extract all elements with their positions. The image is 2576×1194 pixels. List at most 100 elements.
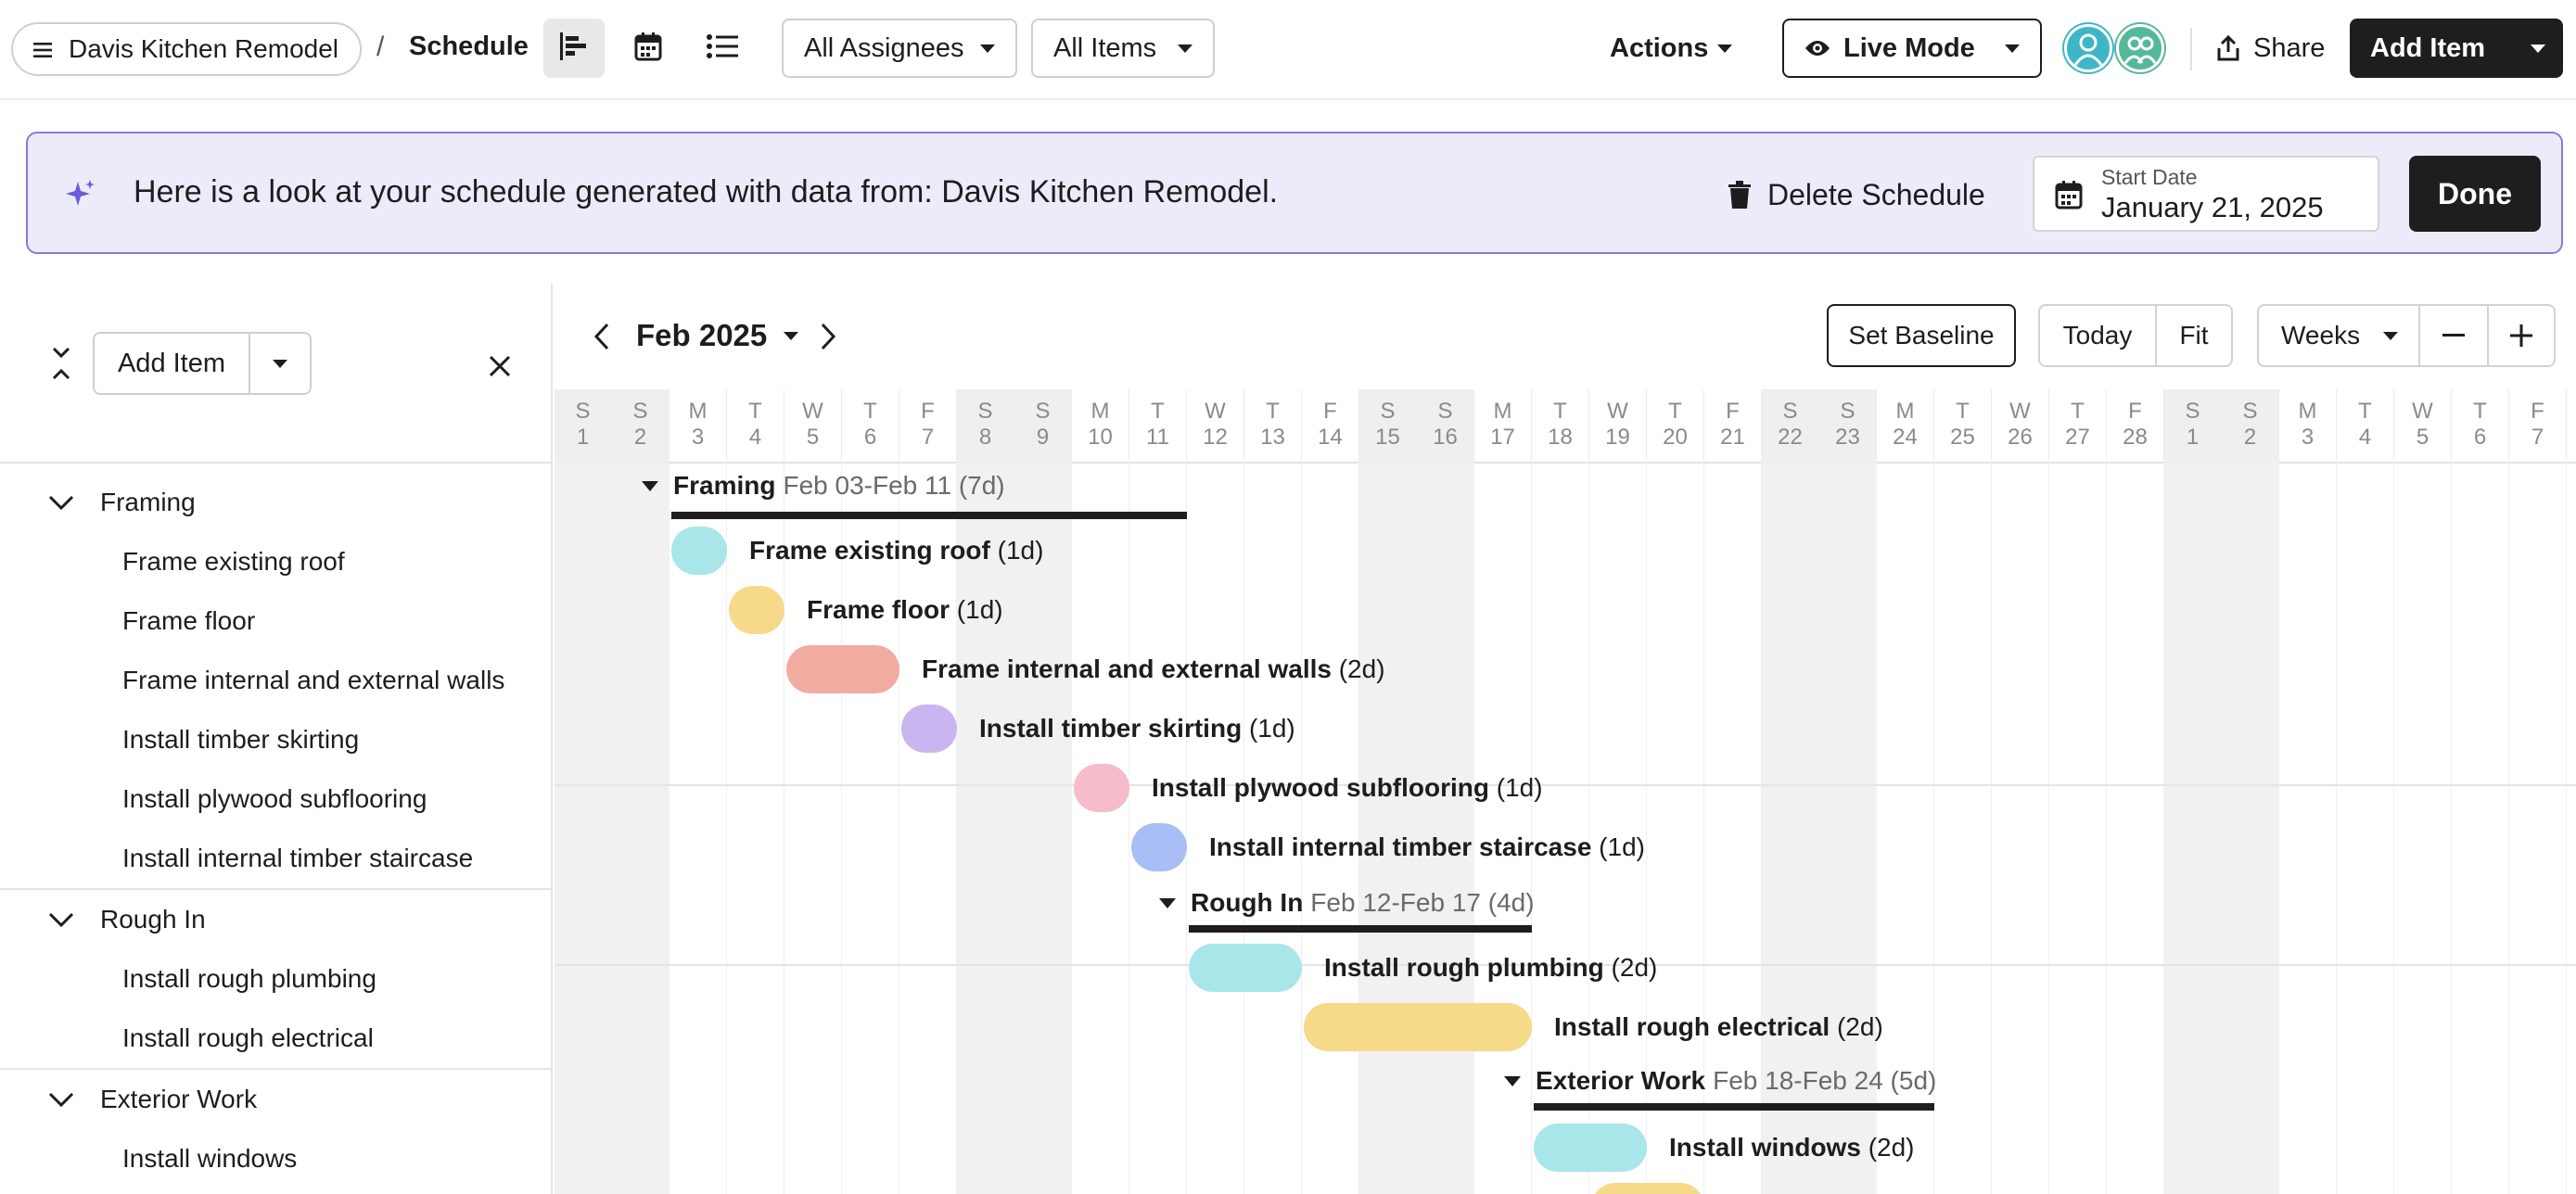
chevron-down-icon[interactable] bbox=[48, 494, 74, 511]
collapse-triangle-icon[interactable] bbox=[1159, 897, 1176, 908]
gantt-group-label[interactable]: Rough In Feb 12-Feb 17 (4d) bbox=[1159, 884, 1535, 921]
today-button[interactable]: Today bbox=[2040, 306, 2157, 365]
list-item[interactable]: Install windows bbox=[122, 1144, 298, 1173]
gantt-group-bar[interactable] bbox=[1534, 1103, 1934, 1111]
list-item[interactable]: Frame internal and external walls bbox=[122, 666, 505, 694]
group-row-exterior-work[interactable]: Exterior Work bbox=[0, 1070, 553, 1129]
gantt-group-bar[interactable] bbox=[1189, 925, 1532, 933]
gantt-task-bar[interactable] bbox=[1591, 1183, 1704, 1194]
project-menu-button[interactable]: Davis Kitchen Remodel bbox=[11, 22, 362, 76]
gantt-task-label[interactable]: Install plywood subflooring (1d) bbox=[1152, 764, 1543, 812]
day-number: 1 bbox=[576, 425, 590, 450]
chevron-left-icon[interactable] bbox=[593, 323, 610, 355]
task-list-toolbar: Add Item bbox=[0, 284, 553, 464]
list-item[interactable]: Install timber skirting bbox=[122, 725, 360, 754]
day-number: 1 bbox=[2186, 425, 2200, 450]
zoom-out-button[interactable] bbox=[2420, 306, 2489, 365]
gantt-task-label[interactable]: Install internal timber staircase (1d) bbox=[1209, 823, 1645, 871]
gantt-group-label[interactable]: Framing Feb 03-Feb 11 (7d) bbox=[642, 467, 1005, 504]
group-row-rough-in[interactable]: Rough In bbox=[0, 890, 553, 949]
gantt-task-bar[interactable] bbox=[729, 586, 784, 634]
collapse-triangle-icon[interactable] bbox=[1504, 1075, 1521, 1086]
user-icon bbox=[2073, 33, 2103, 66]
gantt-group-bar[interactable] bbox=[671, 512, 1187, 519]
weekday-letter: S bbox=[1437, 399, 1453, 424]
add-item-menu-button[interactable] bbox=[2513, 19, 2563, 78]
gantt-task-bar[interactable] bbox=[1304, 1003, 1532, 1051]
day-number: 3 bbox=[691, 425, 705, 450]
chevron-down-icon bbox=[980, 44, 995, 53]
avatar-group[interactable] bbox=[2116, 24, 2164, 72]
set-baseline-button[interactable]: Set Baseline bbox=[1827, 304, 2016, 367]
day-column-header: W 12 bbox=[1187, 389, 1244, 464]
list-item[interactable]: Install rough electrical bbox=[122, 1023, 374, 1052]
gantt-task-duration: (1d) bbox=[989, 536, 1044, 565]
day-column-header: W 26 bbox=[1992, 389, 2049, 464]
month-picker[interactable]: Feb 2025 bbox=[636, 315, 799, 356]
chevron-down-icon bbox=[784, 331, 799, 340]
collapse-triangle-icon[interactable] bbox=[642, 480, 658, 491]
list-item[interactable]: Frame existing roof bbox=[122, 547, 345, 576]
gantt-group-label[interactable]: Exterior Work Feb 18-Feb 24 (5d) bbox=[1504, 1062, 1936, 1099]
gantt-task-label[interactable]: Install rough plumbing (2d) bbox=[1324, 944, 1657, 992]
avatar[interactable] bbox=[2064, 24, 2112, 72]
group-row-framing[interactable]: Framing bbox=[0, 473, 553, 532]
gantt-task-bar[interactable] bbox=[671, 527, 727, 575]
list-item[interactable]: Install internal timber staircase bbox=[122, 844, 474, 872]
zoom-in-button[interactable] bbox=[2489, 306, 2554, 365]
day-number: 3 bbox=[2301, 425, 2315, 450]
gantt-task-bar[interactable] bbox=[1074, 764, 1129, 812]
gantt-task-bar[interactable] bbox=[1131, 823, 1187, 871]
chevron-down-icon[interactable] bbox=[48, 1091, 74, 1108]
actions-dropdown[interactable]: Actions bbox=[1597, 19, 1745, 78]
gantt-task-label[interactable]: Frame existing roof (1d) bbox=[749, 527, 1043, 575]
day-number: 2 bbox=[2243, 425, 2257, 450]
group-separator bbox=[555, 964, 2576, 966]
today-fit-group: Today Fit bbox=[2038, 304, 2233, 367]
calendar-view-button[interactable] bbox=[618, 19, 679, 78]
gantt-task-bar[interactable] bbox=[1534, 1124, 1647, 1172]
chevron-down-icon bbox=[2005, 44, 2020, 53]
gantt-task-bar[interactable] bbox=[1189, 944, 1302, 992]
panel-add-item-button[interactable]: Add Item bbox=[95, 334, 250, 393]
items-filter[interactable]: All Items bbox=[1031, 19, 1215, 78]
start-date-field[interactable]: Start Date January 21, 2025 bbox=[2033, 156, 2379, 232]
share-button[interactable]: Share bbox=[2216, 19, 2325, 78]
gantt-task-bar[interactable] bbox=[901, 705, 957, 753]
done-button[interactable]: Done bbox=[2409, 156, 2541, 232]
chevron-down-icon[interactable] bbox=[48, 911, 74, 928]
weekday-letter: M bbox=[688, 399, 708, 424]
add-item-button[interactable]: Add Item bbox=[2370, 32, 2486, 63]
gantt-task-label[interactable]: Frame internal and external walls (2d) bbox=[922, 645, 1385, 693]
gantt-task-label[interactable]: Install rough electrical (2d) bbox=[1554, 1003, 1883, 1051]
delete-schedule-button[interactable]: Delete Schedule bbox=[1728, 171, 1985, 219]
gantt-task-bar[interactable] bbox=[786, 645, 899, 693]
grid-line bbox=[2451, 464, 2452, 1194]
page-title: Schedule bbox=[409, 32, 529, 61]
live-mode-dropdown[interactable]: Live Mode bbox=[1782, 19, 2042, 78]
scale-dropdown[interactable]: Weeks bbox=[2259, 306, 2420, 365]
generated-schedule-banner: Here is a look at your schedule generate… bbox=[26, 132, 2563, 254]
list-item[interactable]: Frame floor bbox=[122, 606, 256, 635]
chevron-right-icon[interactable] bbox=[820, 323, 836, 355]
fit-button[interactable]: Fit bbox=[2179, 321, 2209, 349]
list-item[interactable]: Install rough plumbing bbox=[122, 964, 376, 993]
list-item[interactable]: Install plywood subflooring bbox=[122, 784, 427, 813]
panel-add-item-menu-button[interactable] bbox=[250, 334, 310, 393]
banner-message: Here is a look at your schedule generate… bbox=[134, 174, 1279, 210]
weekend-band bbox=[612, 464, 670, 1194]
collapse-all-icon[interactable] bbox=[48, 347, 74, 385]
gantt-task-label[interactable]: Install timber skirting (1d) bbox=[979, 705, 1295, 753]
gantt-task-label[interactable]: Frame floor (1d) bbox=[807, 586, 1003, 634]
assignees-filter[interactable]: All Assignees bbox=[782, 19, 1017, 78]
list-view-button[interactable] bbox=[692, 19, 753, 78]
gantt-task-label[interactable]: Install windows (2d) bbox=[1669, 1124, 1915, 1172]
gantt-view-button[interactable] bbox=[543, 19, 605, 78]
day-number: 20 bbox=[1663, 425, 1688, 450]
close-icon[interactable] bbox=[488, 354, 512, 383]
